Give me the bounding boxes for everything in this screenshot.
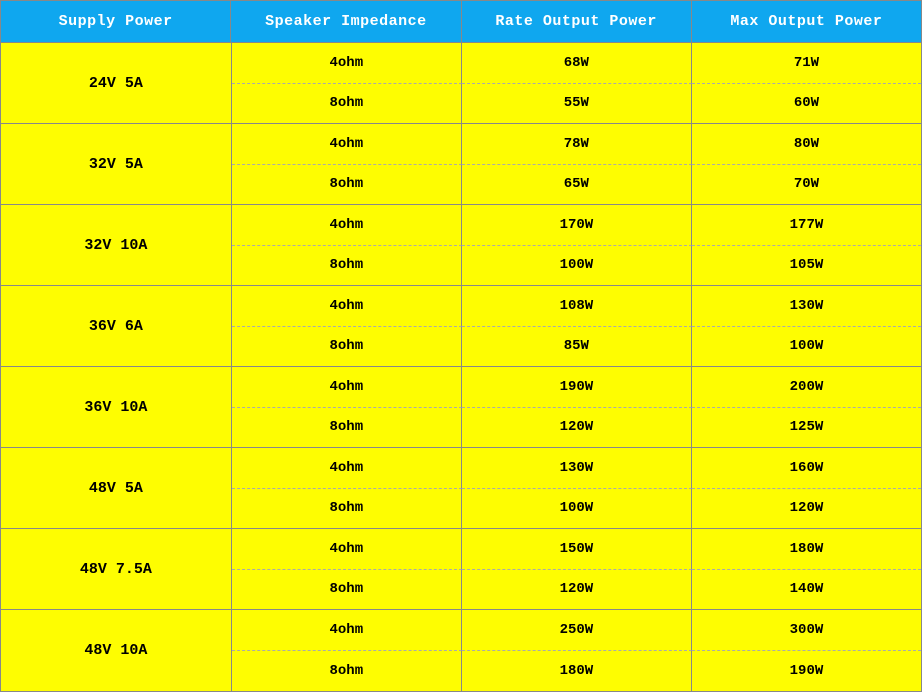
rate-output-cell: 180W bbox=[462, 651, 692, 692]
sub-rows-container: 4ohm108W130W8ohm85W100W bbox=[232, 286, 921, 367]
sub-rows-container: 4ohm150W180W8ohm120W140W bbox=[232, 529, 921, 610]
rate-output-cell: 108W bbox=[462, 286, 692, 327]
max-output-cell: 120W bbox=[692, 489, 921, 530]
supply-power-cell: 36V 10A bbox=[1, 367, 232, 448]
supply-power-cell: 32V 10A bbox=[1, 205, 232, 286]
max-output-cell: 71W bbox=[692, 43, 921, 84]
table-row-group: 48V 10A4ohm250W300W8ohm180W190W bbox=[1, 610, 921, 691]
sub-rows-container: 4ohm250W300W8ohm180W190W bbox=[232, 610, 921, 691]
impedance-cell: 8ohm bbox=[232, 408, 462, 449]
header-max-output-power: Max Output Power bbox=[692, 1, 921, 43]
sub-row: 8ohm120W125W bbox=[232, 408, 921, 449]
impedance-cell: 4ohm bbox=[232, 124, 462, 165]
max-output-cell: 105W bbox=[692, 246, 921, 287]
rate-output-cell: 100W bbox=[462, 489, 692, 530]
sub-rows-container: 4ohm78W80W8ohm65W70W bbox=[232, 124, 921, 205]
supply-power-cell: 36V 6A bbox=[1, 286, 232, 367]
sub-row: 8ohm180W190W bbox=[232, 651, 921, 692]
header-speaker-impedance: Speaker Impedance bbox=[231, 1, 461, 43]
rate-output-cell: 250W bbox=[462, 610, 692, 651]
sub-row: 4ohm190W200W bbox=[232, 367, 921, 408]
max-output-cell: 200W bbox=[692, 367, 921, 408]
table-row-group: 48V 7.5A4ohm150W180W8ohm120W140W bbox=[1, 529, 921, 610]
impedance-cell: 4ohm bbox=[232, 610, 462, 651]
table-row-group: 32V 10A4ohm170W177W8ohm100W105W bbox=[1, 205, 921, 286]
impedance-cell: 8ohm bbox=[232, 84, 462, 125]
rate-output-cell: 170W bbox=[462, 205, 692, 246]
rate-output-cell: 130W bbox=[462, 448, 692, 489]
max-output-cell: 140W bbox=[692, 570, 921, 611]
sub-rows-container: 4ohm170W177W8ohm100W105W bbox=[232, 205, 921, 286]
sub-row: 4ohm150W180W bbox=[232, 529, 921, 570]
max-output-cell: 100W bbox=[692, 327, 921, 368]
sub-row: 4ohm250W300W bbox=[232, 610, 921, 651]
impedance-cell: 8ohm bbox=[232, 489, 462, 530]
header-rate-output-power: Rate Output Power bbox=[462, 1, 692, 43]
impedance-cell: 4ohm bbox=[232, 43, 462, 84]
rate-output-cell: 78W bbox=[462, 124, 692, 165]
impedance-cell: 8ohm bbox=[232, 327, 462, 368]
impedance-cell: 8ohm bbox=[232, 246, 462, 287]
rate-output-cell: 190W bbox=[462, 367, 692, 408]
supply-power-cell: 48V 5A bbox=[1, 448, 232, 529]
rate-output-cell: 120W bbox=[462, 408, 692, 449]
sub-row: 8ohm100W120W bbox=[232, 489, 921, 530]
table-row-group: 36V 10A4ohm190W200W8ohm120W125W bbox=[1, 367, 921, 448]
max-output-cell: 125W bbox=[692, 408, 921, 449]
sub-row: 4ohm170W177W bbox=[232, 205, 921, 246]
max-output-cell: 190W bbox=[692, 651, 921, 692]
max-output-cell: 130W bbox=[692, 286, 921, 327]
impedance-cell: 8ohm bbox=[232, 165, 462, 206]
table-row-group: 24V 5A4ohm68W71W8ohm55W60W bbox=[1, 43, 921, 124]
impedance-cell: 8ohm bbox=[232, 570, 462, 611]
rate-output-cell: 100W bbox=[462, 246, 692, 287]
impedance-cell: 4ohm bbox=[232, 529, 462, 570]
max-output-cell: 177W bbox=[692, 205, 921, 246]
power-spec-table: Supply Power Speaker Impedance Rate Outp… bbox=[0, 0, 922, 692]
impedance-cell: 4ohm bbox=[232, 448, 462, 489]
sub-row: 4ohm68W71W bbox=[232, 43, 921, 84]
sub-rows-container: 4ohm130W160W8ohm100W120W bbox=[232, 448, 921, 529]
max-output-cell: 300W bbox=[692, 610, 921, 651]
header-supply-power: Supply Power bbox=[1, 1, 231, 43]
supply-power-cell: 32V 5A bbox=[1, 124, 232, 205]
rate-output-cell: 85W bbox=[462, 327, 692, 368]
supply-power-cell: 48V 7.5A bbox=[1, 529, 232, 610]
rate-output-cell: 150W bbox=[462, 529, 692, 570]
rate-output-cell: 65W bbox=[462, 165, 692, 206]
sub-row: 8ohm85W100W bbox=[232, 327, 921, 368]
table-row-group: 36V 6A4ohm108W130W8ohm85W100W bbox=[1, 286, 921, 367]
sub-rows-container: 4ohm190W200W8ohm120W125W bbox=[232, 367, 921, 448]
supply-power-cell: 24V 5A bbox=[1, 43, 232, 124]
max-output-cell: 80W bbox=[692, 124, 921, 165]
impedance-cell: 4ohm bbox=[232, 367, 462, 408]
sub-row: 8ohm55W60W bbox=[232, 84, 921, 125]
impedance-cell: 4ohm bbox=[232, 205, 462, 246]
sub-row: 4ohm78W80W bbox=[232, 124, 921, 165]
max-output-cell: 160W bbox=[692, 448, 921, 489]
sub-row: 4ohm130W160W bbox=[232, 448, 921, 489]
impedance-cell: 8ohm bbox=[232, 651, 462, 692]
sub-row: 4ohm108W130W bbox=[232, 286, 921, 327]
impedance-cell: 4ohm bbox=[232, 286, 462, 327]
sub-row: 8ohm120W140W bbox=[232, 570, 921, 611]
max-output-cell: 70W bbox=[692, 165, 921, 206]
supply-power-cell: 48V 10A bbox=[1, 610, 232, 691]
sub-row: 8ohm65W70W bbox=[232, 165, 921, 206]
sub-row: 8ohm100W105W bbox=[232, 246, 921, 287]
max-output-cell: 180W bbox=[692, 529, 921, 570]
table-row-group: 32V 5A4ohm78W80W8ohm65W70W bbox=[1, 124, 921, 205]
max-output-cell: 60W bbox=[692, 84, 921, 125]
table-header-row: Supply Power Speaker Impedance Rate Outp… bbox=[1, 1, 921, 43]
rate-output-cell: 68W bbox=[462, 43, 692, 84]
table-body: 24V 5A4ohm68W71W8ohm55W60W32V 5A4ohm78W8… bbox=[1, 43, 921, 691]
sub-rows-container: 4ohm68W71W8ohm55W60W bbox=[232, 43, 921, 124]
rate-output-cell: 55W bbox=[462, 84, 692, 125]
rate-output-cell: 120W bbox=[462, 570, 692, 611]
table-row-group: 48V 5A4ohm130W160W8ohm100W120W bbox=[1, 448, 921, 529]
